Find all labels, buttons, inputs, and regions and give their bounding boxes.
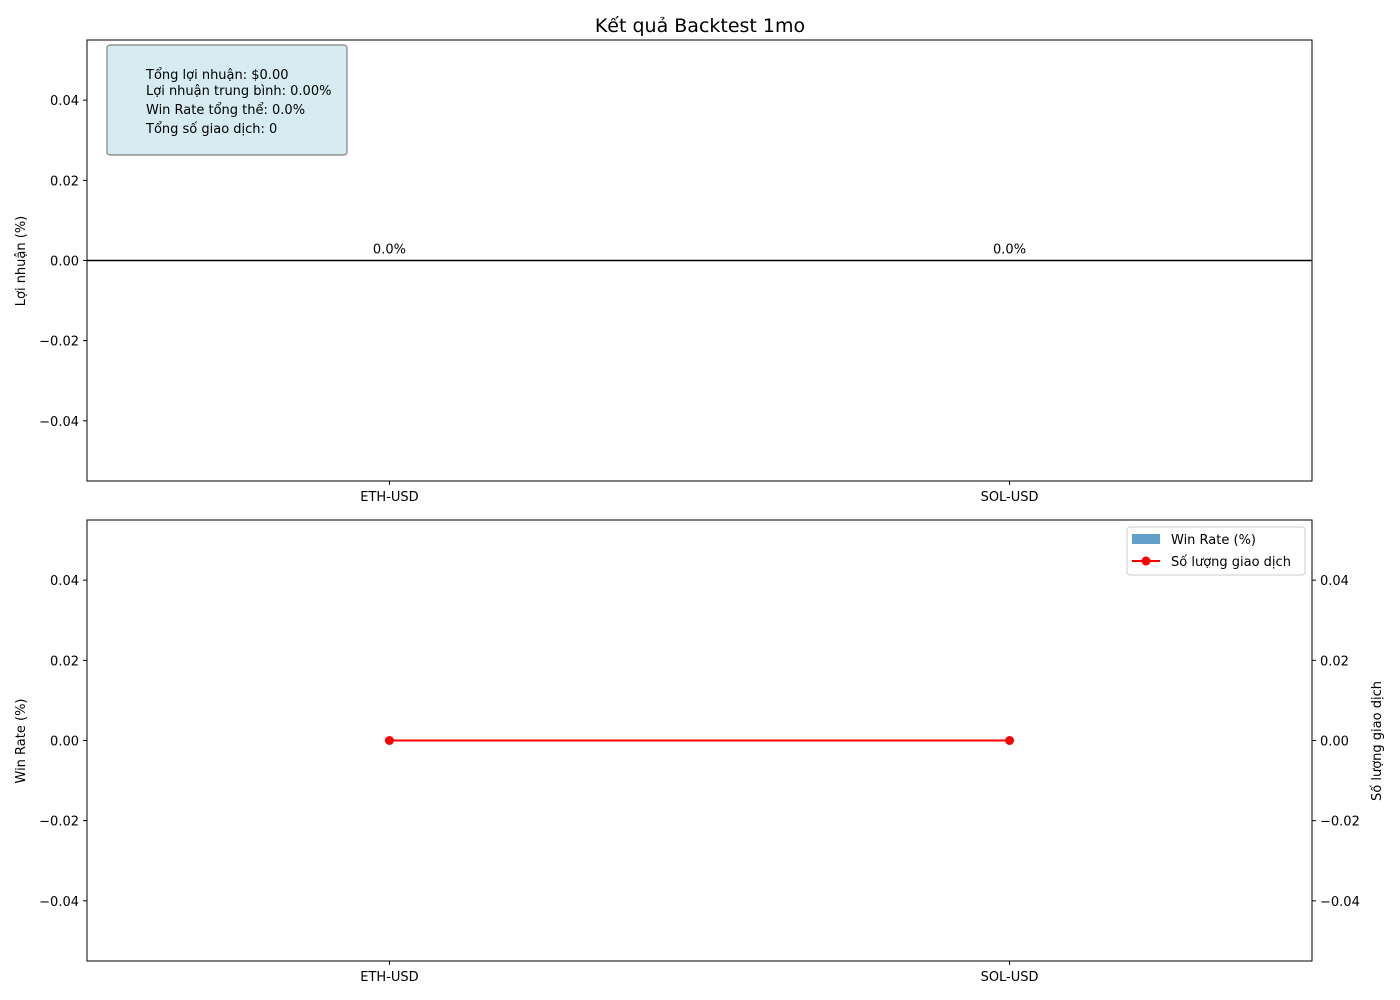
profit-data-labels: 0.0% 0.0% [373, 243, 1026, 258]
summary-total-trades: Tổng số giao dịch: 0 [145, 122, 277, 137]
win-rate-x-tick-label: SOL-USD [981, 970, 1039, 985]
profit-y-ticks: 0.04 0.02 0.00 −0.02 −0.04 [39, 94, 87, 430]
win-rate-y-axis-label: Win Rate (%) [14, 699, 29, 784]
trade-count-point [1005, 736, 1015, 745]
profit-x-ticks: ETH-USD SOL-USD [360, 481, 1039, 505]
profit-x-tick-label: ETH-USD [360, 490, 418, 505]
win-rate-y-tick-label: 0.00 [50, 735, 79, 750]
profit-x-tick-label: SOL-USD [981, 490, 1039, 505]
win-rate-y-tick-label: 0.04 [50, 574, 79, 589]
legend-trade-count-marker [1141, 556, 1151, 566]
profit-y-tick-label: 0.02 [50, 174, 79, 189]
profit-panel: 0.04 0.02 0.00 −0.02 −0.04 ETH-USD SOL-USD 0.… [14, 39, 1313, 505]
win-rate-x-tick-label: ETH-USD [360, 970, 418, 985]
profit-y-axis-label: Lợi nhuận (%) [14, 216, 29, 307]
trade-count-y-tick-label: −0.02 [1320, 815, 1360, 830]
trade-count-y-tick-label: 0.04 [1320, 574, 1349, 589]
legend-frame [1126, 526, 1306, 576]
win-rate-y-ticks: 0.04 0.02 0.00 −0.02 −0.04 [39, 574, 87, 910]
profit-y-tick-label: 0.00 [50, 255, 79, 270]
summary-total-profit: Tổng lợi nhuận: $0.00 [145, 68, 288, 83]
legend: Win Rate (%) Số lượng giao dịch [1126, 526, 1306, 576]
trade-count-y-tick-label: 0.00 [1320, 735, 1349, 750]
legend-win-rate-swatch [1132, 534, 1160, 544]
profit-data-label: 0.0% [993, 243, 1026, 258]
trade-count-y-ticks: 0.04 0.02 0.00 −0.02 −0.04 [1312, 574, 1360, 910]
trade-count-y-tick-label: −0.04 [1320, 895, 1360, 910]
profit-y-tick-label: −0.04 [39, 415, 79, 430]
trade-count-point [384, 736, 394, 745]
summary-box: Tổng lợi nhuận: $0.00 Lợi nhuận trung bì… [106, 44, 348, 156]
win-rate-panel: 0.04 0.02 0.00 −0.02 −0.04 0.04 0.02 0.00 −0.02… [14, 519, 1385, 985]
profit-y-tick-label: 0.04 [50, 94, 79, 109]
legend-trade-count-label: Số lượng giao dịch [1171, 555, 1291, 570]
summary-overall-win-rate: Win Rate tổng thể: 0.0% [146, 103, 305, 118]
win-rate-y-tick-label: 0.02 [50, 654, 79, 669]
profit-data-label: 0.0% [373, 243, 406, 258]
win-rate-y-tick-label: −0.04 [39, 895, 79, 910]
legend-win-rate-label: Win Rate (%) [1171, 533, 1256, 548]
figure-title: Kết quả Backtest 1mo [595, 15, 805, 37]
profit-y-tick-label: −0.02 [39, 335, 79, 350]
trade-count-y-axis-label: Số lượng giao dịch [1370, 681, 1385, 801]
trade-count-y-tick-label: 0.02 [1320, 654, 1349, 669]
win-rate-y-tick-label: −0.02 [39, 815, 79, 830]
trade-count-line-series [384, 736, 1015, 745]
summary-average-profit: Lợi nhuận trung bình: 0.00% [146, 84, 331, 99]
win-rate-x-ticks: ETH-USD SOL-USD [360, 961, 1039, 985]
summary-box-background [106, 44, 348, 156]
